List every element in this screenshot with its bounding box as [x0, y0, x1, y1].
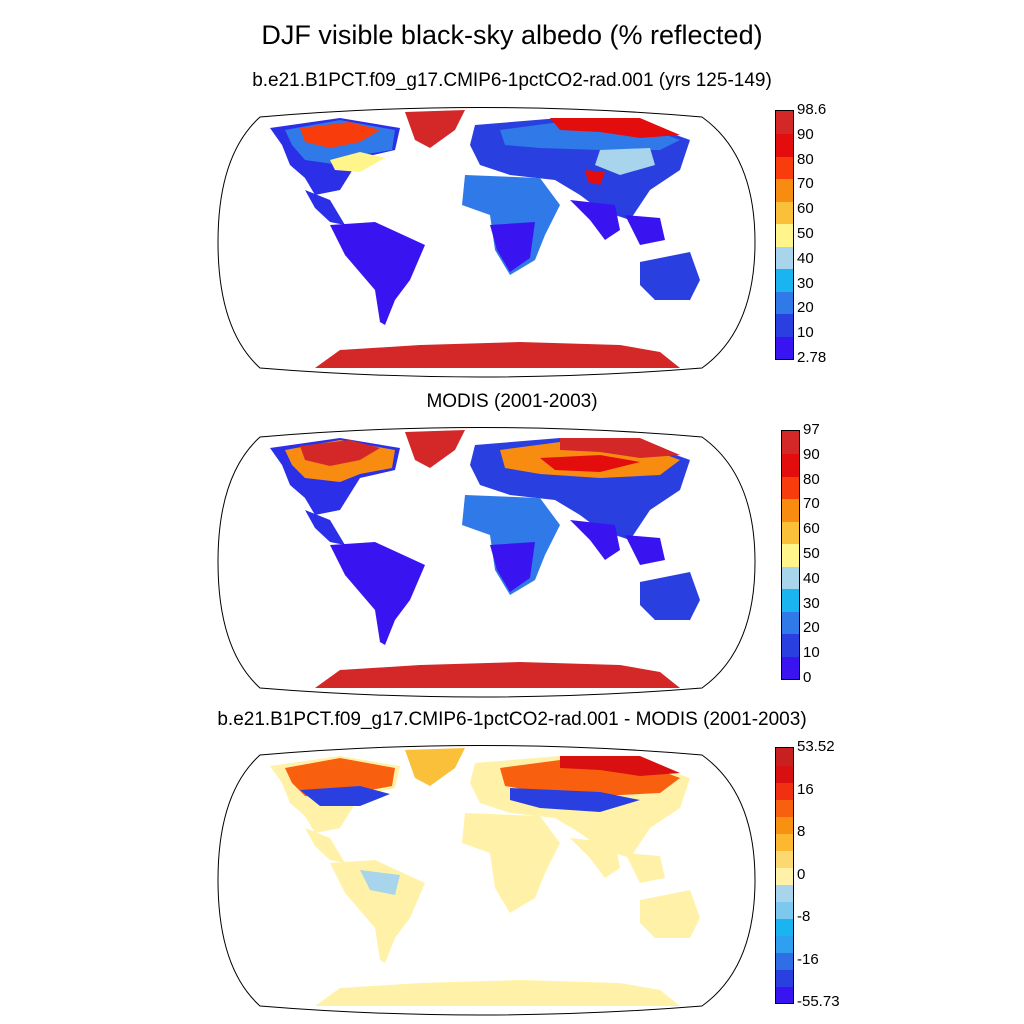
colorbar-3-label: 53.52 — [797, 738, 835, 755]
colorbar-2-label: 40 — [803, 569, 820, 587]
south-america — [330, 222, 425, 325]
colorbar-3-label: 0 — [797, 865, 806, 883]
colorbar-1-label: 40 — [797, 249, 814, 267]
colorbar-2-label: 0 — [803, 669, 812, 686]
colorbar-3-swatch — [776, 765, 793, 783]
colorbar-1-swatch — [776, 313, 793, 337]
colorbar-2-swatch — [782, 476, 799, 500]
colorbar-1-swatch — [776, 133, 793, 157]
map-panel-2 — [270, 430, 700, 688]
colorbar-2-label: 80 — [803, 470, 820, 488]
colorbar-3-swatch — [776, 969, 793, 987]
colorbar-2-label: 97 — [803, 421, 820, 438]
colorbar-3-swatch — [776, 816, 793, 834]
colorbar-3-swatch — [776, 833, 793, 851]
colorbar-2-label: 50 — [803, 545, 820, 562]
colorbar-1-swatch — [776, 268, 793, 292]
colorbar-2-swatch — [782, 543, 799, 567]
map-panel-3 — [270, 748, 700, 1006]
colorbar-1-swatch — [776, 223, 793, 247]
colorbar-2-swatch — [782, 588, 799, 612]
colorbar-1-label: 90 — [797, 125, 814, 143]
panel-3-title: b.e21.B1PCT.f09_g17.CMIP6-1pctCO2-rad.00… — [217, 709, 807, 730]
colorbar-1-label: 98.6 — [797, 101, 827, 118]
colorbar-2-label: 10 — [803, 644, 820, 662]
colorbar-3-swatch — [776, 799, 793, 817]
colorbar-2-swatch — [782, 566, 799, 590]
australia — [640, 252, 700, 300]
colorbar-1-label: 70 — [797, 175, 814, 193]
colorbar-3-label: -8 — [797, 908, 811, 925]
colorbar-1-label: 2.78 — [797, 349, 827, 366]
colorbar-1-swatch — [776, 246, 793, 270]
colorbar-2-label: 30 — [803, 594, 820, 612]
colorbar-1-swatch — [776, 111, 793, 135]
colorbar-1-swatch — [776, 336, 793, 359]
colorbar-3-swatch — [776, 748, 793, 766]
colorbar-3-swatch — [776, 986, 793, 1003]
colorbar-1-label: 20 — [797, 299, 814, 317]
colorbar-2-swatch — [782, 611, 799, 635]
colorbar-2-swatch — [782, 498, 799, 522]
antarctica — [315, 342, 680, 368]
colorbar-3-swatch — [776, 935, 793, 953]
map-panel-1 — [270, 110, 700, 368]
colorbar-3-swatch — [776, 952, 793, 970]
colorbar-2-swatch — [782, 453, 799, 477]
colorbar-2-label: 20 — [803, 619, 820, 637]
colorbar-2-label: 60 — [803, 520, 820, 538]
colorbar-3-swatch — [776, 782, 793, 800]
colorbar-1-swatch — [776, 201, 793, 225]
colorbar-1-swatch — [776, 156, 793, 180]
map-outline-1 — [217, 107, 756, 378]
colorbar-1-label: 60 — [797, 200, 814, 218]
colorbar-3-label: -16 — [797, 950, 819, 968]
panel-2-title: MODIS (2001-2003) — [426, 391, 598, 412]
colorbar-3-swatch — [776, 884, 793, 902]
colorbar-1-swatch — [776, 291, 793, 315]
map-outline-2 — [217, 427, 756, 698]
colorbar-3-label: 16 — [797, 780, 814, 798]
colorbar-1-label: 80 — [797, 150, 814, 168]
colorbar-3-swatch — [776, 901, 793, 919]
colorbar-1-label: 30 — [797, 274, 814, 292]
map-outline-3 — [217, 745, 756, 1016]
colorbar-2-label: 70 — [803, 495, 820, 513]
colorbar-1-label: 50 — [797, 225, 814, 242]
figure-title: DJF visible black-sky albedo (% reflecte… — [261, 20, 763, 50]
colorbar-2-swatch — [782, 633, 799, 657]
colorbar-3-label: -55.73 — [797, 993, 840, 1010]
colorbar-2-swatch — [782, 521, 799, 545]
colorbar-2-swatch — [782, 656, 799, 679]
colorbar-1-swatch — [776, 178, 793, 202]
colorbar-3-label: 8 — [797, 823, 806, 840]
greenland — [405, 110, 465, 148]
colorbar-2-swatch — [782, 431, 799, 455]
colorbar-3-swatch — [776, 850, 793, 868]
colorbar-3-swatch — [776, 918, 793, 936]
colorbar-1-label: 10 — [797, 324, 814, 342]
colorbar-3-swatch — [776, 867, 793, 885]
panel-1-title: b.e21.B1PCT.f09_g17.CMIP6-1pctCO2-rad.00… — [252, 70, 772, 91]
colorbar-2-label: 90 — [803, 445, 820, 463]
